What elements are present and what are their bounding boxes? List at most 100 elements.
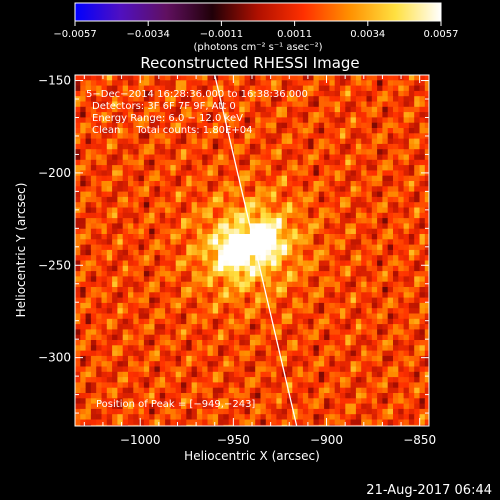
heatmap-cell [308,249,314,256]
heatmap-cell [218,154,224,161]
heatmap-cell [308,287,314,293]
heatmap-cell [191,414,198,420]
heatmap-cell [371,308,378,314]
heatmap-cell [340,302,346,309]
heatmap-cell [249,329,256,336]
heatmap-cell [361,223,367,230]
heatmap-cell [260,377,267,383]
heatmap-cell [196,313,203,320]
heatmap-cell [260,366,267,373]
heatmap-cell [414,175,420,182]
heatmap-cell [218,244,224,251]
heatmap-cell [239,292,245,298]
heatmap-cell [138,249,145,256]
heatmap-cell [408,408,415,415]
heatmap-cell [255,313,261,320]
heatmap-cell [249,287,256,293]
heatmap-cell [287,96,293,102]
heatmap-cell [387,371,394,378]
heatmap-cell [334,154,341,161]
heatmap-cell [387,212,394,219]
heatmap-cell [170,340,177,346]
heatmap-cell [228,371,235,378]
heatmap-cell [128,165,134,171]
heatmap-cell [239,271,245,277]
heatmap-cell [202,403,208,410]
heatmap-cell [371,218,378,224]
heatmap-cell [223,202,230,208]
heatmap-cell [207,90,214,97]
heatmap-cell [133,239,139,245]
heatmap-cell [218,186,224,192]
heatmap-cell [292,408,298,415]
heatmap-cell [276,371,283,378]
heatmap-cell [292,403,298,410]
heatmap-cell [324,345,330,351]
heatmap-cell [355,265,362,272]
heatmap-cell [96,329,102,336]
heatmap-cell [133,218,139,224]
heatmap-cell [387,308,394,314]
heatmap-cell [228,218,235,224]
heatmap-cell [101,138,108,145]
heatmap-cell [75,239,81,245]
heatmap-cell [393,117,399,124]
heatmap-cell [393,419,399,426]
heatmap-cell [101,281,108,288]
heatmap-cell [371,313,378,320]
heatmap-cell [85,96,92,102]
heatmap-cell [181,196,187,203]
heatmap-cell [223,85,230,92]
heatmap-cell [191,271,198,277]
heatmap-cell [239,419,245,426]
heatmap-cell [202,228,208,235]
heatmap-cell [355,191,362,198]
heatmap-cell [159,408,166,415]
heatmap-cell [387,398,394,404]
heatmap-cell [170,334,177,341]
heatmap-cell [138,112,145,118]
heatmap-cell [308,393,314,399]
heatmap-cell [228,244,235,251]
heatmap-cell [408,340,415,346]
heatmap-cell [122,318,129,325]
heatmap-cell [297,297,304,304]
heatmap-cell [255,318,261,325]
heatmap-cell [186,287,192,293]
annotation-counts: Clean Total counts: 1.80E+04 [92,125,252,136]
heatmap-cell [302,329,309,336]
heatmap-cell [128,382,134,389]
heatmap-cell [329,387,336,394]
heatmap-cell [260,154,267,161]
heatmap-cell [414,297,420,304]
heatmap-cell [106,297,113,304]
heatmap-cell [403,292,410,298]
heatmap-cell [128,281,134,288]
heatmap-cell [218,334,224,341]
heatmap-cell [345,75,351,81]
heatmap-cell [212,165,219,171]
heatmap-cell [308,297,314,304]
heatmap-cell [393,154,399,161]
heatmap-cell [133,159,139,166]
heatmap-cell [149,85,155,92]
heatmap-cell [287,223,293,230]
heatmap-cell [212,159,219,166]
heatmap-cell [90,345,97,351]
heatmap-cell [308,345,314,351]
heatmap-cell [128,75,134,81]
heatmap-cell [324,96,330,102]
heatmap-cell [202,85,208,92]
heatmap-cell [366,138,373,145]
y-tick-label: −150 [38,74,71,88]
heatmap-cell [419,281,426,288]
heatmap-cell [154,96,161,102]
heatmap-cell [223,318,230,325]
heatmap-cell [223,265,230,272]
heatmap-cell [149,202,155,208]
heatmap-cell [340,186,346,192]
heatmap-cell [350,345,357,351]
heatmap-cell [281,260,288,267]
heatmap-cell [154,170,161,177]
heatmap-cell [302,154,309,161]
